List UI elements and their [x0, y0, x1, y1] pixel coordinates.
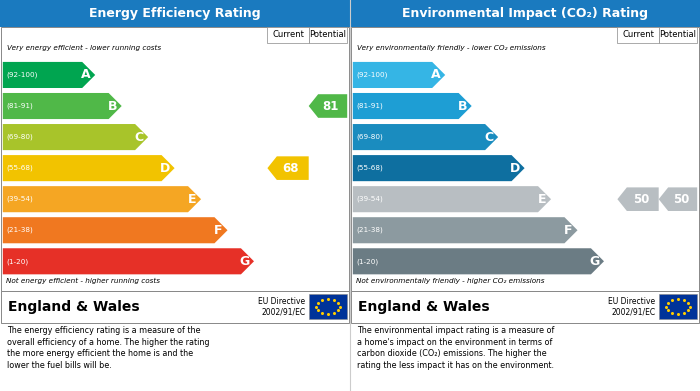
Text: A: A: [431, 68, 441, 81]
Text: Potential: Potential: [309, 30, 346, 39]
Text: F: F: [214, 224, 223, 237]
Polygon shape: [3, 62, 95, 88]
Bar: [1, 291, 349, 323]
Text: (81-91): (81-91): [356, 103, 383, 109]
Text: A: A: [81, 68, 91, 81]
Polygon shape: [659, 187, 697, 211]
Text: Environmental Impact (CO₂) Rating: Environmental Impact (CO₂) Rating: [402, 7, 648, 20]
Bar: [309, 294, 347, 319]
Text: (55-68): (55-68): [6, 165, 33, 171]
Polygon shape: [3, 248, 254, 274]
Bar: [350, 0, 700, 27]
Text: 50: 50: [633, 193, 649, 206]
Text: D: D: [510, 161, 521, 175]
Polygon shape: [353, 155, 524, 181]
Polygon shape: [353, 248, 604, 274]
Bar: [1, 27, 349, 291]
Text: B: B: [458, 100, 468, 113]
Polygon shape: [353, 62, 445, 88]
Text: D: D: [160, 161, 171, 175]
Text: England & Wales: England & Wales: [8, 300, 140, 314]
Text: Very environmentally friendly - lower CO₂ emissions: Very environmentally friendly - lower CO…: [357, 45, 545, 51]
Polygon shape: [309, 94, 347, 118]
Text: (1-20): (1-20): [356, 258, 379, 265]
Text: (55-68): (55-68): [356, 165, 383, 171]
Text: (69-80): (69-80): [6, 134, 33, 140]
Polygon shape: [353, 124, 498, 150]
Text: E: E: [538, 193, 546, 206]
Text: 50: 50: [673, 193, 689, 206]
Polygon shape: [3, 186, 201, 212]
Text: Current: Current: [272, 30, 304, 39]
Text: (81-91): (81-91): [6, 103, 33, 109]
Text: (92-100): (92-100): [356, 72, 388, 78]
Polygon shape: [353, 217, 578, 243]
Polygon shape: [3, 155, 174, 181]
Polygon shape: [353, 93, 472, 119]
Text: (21-38): (21-38): [356, 227, 383, 233]
Text: Energy Efficiency Rating: Energy Efficiency Rating: [89, 7, 261, 20]
Text: (1-20): (1-20): [6, 258, 29, 265]
Text: Current: Current: [622, 30, 654, 39]
Polygon shape: [3, 217, 228, 243]
Text: Not energy efficient - higher running costs: Not energy efficient - higher running co…: [6, 278, 160, 284]
Text: (69-80): (69-80): [356, 134, 383, 140]
Text: England & Wales: England & Wales: [358, 300, 490, 314]
Text: C: C: [484, 131, 494, 143]
Bar: [351, 291, 699, 323]
Polygon shape: [3, 93, 122, 119]
Bar: [617, 27, 659, 43]
Text: (21-38): (21-38): [6, 227, 33, 233]
Text: (39-54): (39-54): [356, 196, 383, 203]
Text: C: C: [134, 131, 144, 143]
Text: The energy efficiency rating is a measure of the
overall efficiency of a home. T: The energy efficiency rating is a measur…: [7, 326, 209, 370]
Polygon shape: [617, 187, 659, 211]
Text: G: G: [239, 255, 250, 268]
Text: E: E: [188, 193, 196, 206]
Polygon shape: [3, 124, 148, 150]
Text: (39-54): (39-54): [6, 196, 33, 203]
Text: F: F: [564, 224, 573, 237]
Text: The environmental impact rating is a measure of
a home's impact on the environme: The environmental impact rating is a mea…: [357, 326, 554, 370]
Text: B: B: [108, 100, 118, 113]
Bar: [309, 27, 347, 43]
Text: G: G: [589, 255, 600, 268]
Text: Not environmentally friendly - higher CO₂ emissions: Not environmentally friendly - higher CO…: [356, 278, 545, 284]
Text: 81: 81: [323, 100, 339, 113]
Bar: [0, 0, 350, 27]
Text: EU Directive
2002/91/EC: EU Directive 2002/91/EC: [608, 297, 655, 316]
Text: 68: 68: [283, 161, 299, 175]
Bar: [267, 27, 309, 43]
Bar: [659, 294, 697, 319]
Text: (92-100): (92-100): [6, 72, 38, 78]
Text: Potential: Potential: [659, 30, 696, 39]
Text: Very energy efficient - lower running costs: Very energy efficient - lower running co…: [7, 45, 161, 51]
Text: EU Directive
2002/91/EC: EU Directive 2002/91/EC: [258, 297, 305, 316]
Polygon shape: [267, 156, 309, 180]
Bar: [659, 27, 697, 43]
Polygon shape: [353, 186, 551, 212]
Bar: [351, 27, 699, 291]
